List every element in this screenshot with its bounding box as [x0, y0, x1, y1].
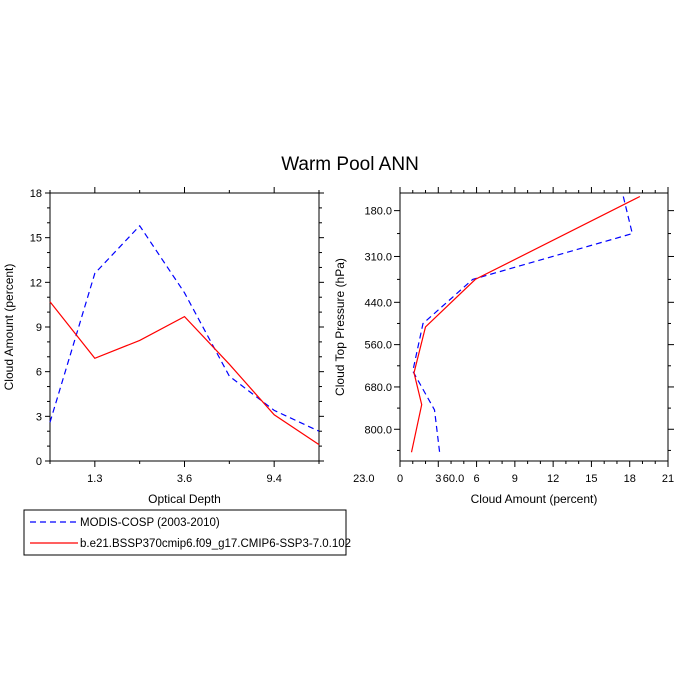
cloud-top-pressure-panel: 0 3 6 9 12 15 18 21 180.0 310.0 440.0 560.0 680.0 800… [333, 187, 674, 506]
y-tick-label: 18 [30, 188, 42, 200]
series-line-modis [412, 196, 634, 453]
y-tick-label: 800.0 [364, 424, 392, 436]
y-tick-label: 6 [36, 367, 42, 379]
x-tick-label: 18 [624, 473, 636, 485]
x-tick-label: 0 [397, 473, 403, 485]
x-tick-label: 60.0 [443, 473, 464, 485]
y-axis-label: Cloud Amount (percent) [2, 264, 16, 391]
y-tick-label: 560.0 [364, 340, 392, 352]
series-line-model [49, 301, 320, 446]
x-tick-label: 1.3 [87, 473, 102, 485]
y-tick-label: 9 [36, 322, 42, 334]
x-tick-label: 23.0 [353, 473, 374, 485]
y-axis-label: Cloud Top Pressure (hPa) [333, 258, 347, 396]
plot-frame [399, 192, 669, 462]
x-tick-label: 21 [662, 473, 674, 485]
y-tick-label: 15 [30, 233, 42, 245]
legend-label-model: b.e21.BSSP370cmip6.f09_g17.CMIP6-SSP3-7.… [80, 538, 351, 550]
optical-depth-panel: 0 3 6 9 12 15 18 1.3 3.6 9.4 23.0 60.0 Optical Depth… [2, 187, 464, 506]
x-tick-label: 3.6 [177, 473, 192, 485]
y-tick-label: 180.0 [364, 206, 392, 218]
y-tick-label: 310.0 [364, 251, 392, 263]
y-tick-label: 440.0 [364, 297, 392, 309]
legend: MODIS-COSP (2003-2010) b.e21.BSSP370cmip… [23, 509, 351, 556]
x-tick-label: 12 [547, 473, 559, 485]
series-line-modis [49, 224, 320, 432]
y-tick-label: 12 [30, 277, 42, 289]
x-axis-label: Optical Depth [148, 492, 221, 506]
x-tick-label: 3 [435, 473, 441, 485]
series-line-model [410, 195, 641, 453]
x-tick-label: 6 [474, 473, 480, 485]
x-tick-label: 9.4 [267, 473, 282, 485]
legend-label-modis: MODIS-COSP (2003-2010) [80, 517, 220, 529]
figure-title: Warm Pool ANN [281, 154, 419, 175]
y-tick-label: 680.0 [364, 382, 392, 394]
x-tick-label: 9 [512, 473, 518, 485]
x-tick-label: 15 [585, 473, 597, 485]
legend-box [23, 509, 347, 556]
y-tick-label: 0 [36, 456, 42, 468]
y-tick-label: 3 [36, 411, 42, 423]
x-axis-label: Cloud Amount (percent) [471, 492, 598, 506]
